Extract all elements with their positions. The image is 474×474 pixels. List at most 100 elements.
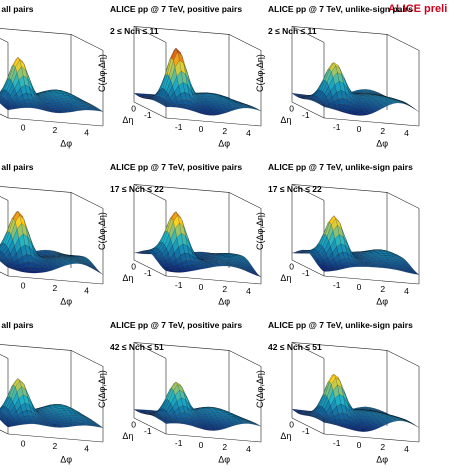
surface-cell xyxy=(0,250,1,252)
surface-cell xyxy=(411,422,418,427)
y-axis-label: Δη xyxy=(122,115,133,125)
y-axis-label: Δη xyxy=(122,273,133,283)
x-axis-label: Δφ xyxy=(376,454,388,464)
y-tick-label: 0 xyxy=(289,420,294,430)
surface-cell xyxy=(412,423,420,428)
surface-cell xyxy=(89,419,96,423)
panel-title: ALICE pp @ 7 TeV, positive pairs xyxy=(110,320,242,330)
surface-cell xyxy=(391,415,398,418)
surface-cell xyxy=(0,99,3,101)
panel-title: ALICE pp @ 7 TeV, unlike-sign pairs xyxy=(268,320,413,330)
surface-cell xyxy=(91,105,98,109)
x-tick-label: 2 xyxy=(53,441,58,451)
x-tick-label: 4 xyxy=(246,128,251,138)
y-tick-label: 0 xyxy=(131,420,136,430)
axis-frame-line xyxy=(386,350,420,442)
y-tick-label: -1 xyxy=(302,110,310,120)
correlation-surface-panel: ALICE pp @ 7 TeV, positive pairs 42 ≤ Nch… xyxy=(97,320,262,464)
x-tick-label: 2 xyxy=(53,125,58,135)
z-axis-label: C(Δφ,Δη) xyxy=(255,54,265,92)
x-tick-label: 2 xyxy=(380,442,385,452)
surface-cell xyxy=(249,105,256,109)
panel-title: ALICE pp @ 7 TeV, positive pairs xyxy=(110,4,242,14)
axis-frame-line xyxy=(7,117,104,127)
z-axis-label: C(Δφ,Δη) xyxy=(97,54,107,92)
x-axis-label: Δφ xyxy=(60,138,72,148)
axis-frame-line xyxy=(165,275,262,285)
axis-frame-line xyxy=(228,34,262,126)
surface-cell xyxy=(96,109,104,112)
x-tick-label: 2 xyxy=(222,442,227,452)
x-tick-label: -1 xyxy=(175,122,183,132)
y-tick-label: -1 xyxy=(144,110,152,120)
x-tick-label: 2 xyxy=(380,284,385,294)
axis-frame-line xyxy=(133,184,230,268)
axis-frame-line xyxy=(323,433,420,443)
x-tick-label: 4 xyxy=(246,286,251,296)
x-tick-label: 0 xyxy=(357,440,362,450)
axis-frame-line xyxy=(228,350,262,442)
axis-frame-line xyxy=(291,184,388,268)
z-axis-label: C(Δφ,Δη) xyxy=(255,212,265,250)
y-tick-label: 0 xyxy=(131,262,136,272)
surface-cell xyxy=(0,407,2,409)
x-tick-label: 2 xyxy=(222,284,227,294)
axis-frame-line xyxy=(165,117,262,127)
y-axis-label: Δη xyxy=(280,431,291,441)
x-tick-label: 0 xyxy=(21,438,26,448)
axis-frame-line xyxy=(0,28,72,110)
surface-cell xyxy=(412,272,420,275)
surface-cell xyxy=(94,424,102,427)
panel-subtitle: 42 ≤ Nch ≤ 51 xyxy=(110,342,164,352)
x-axis-label: Δφ xyxy=(218,296,230,306)
axis-frame-line xyxy=(291,26,325,43)
surface-cell xyxy=(305,94,313,97)
x-axis-label: Δφ xyxy=(60,454,72,464)
panel-title: ALICE pp @ 7 TeV, unlike-sign pairs xyxy=(268,4,413,14)
x-tick-label: 0 xyxy=(21,122,26,132)
surface-cell xyxy=(82,257,89,260)
axis-frame-line xyxy=(386,34,420,126)
surface-cell xyxy=(238,254,246,258)
x-tick-label: 4 xyxy=(84,444,89,454)
x-tick-label: 4 xyxy=(404,128,409,138)
surface-cell xyxy=(250,269,258,275)
y-axis-label: Δη xyxy=(280,273,291,283)
surface-cell xyxy=(89,104,96,108)
correlation-surface-panel: ALICE pp @ 7 TeV, unlike-sign pairs 2 ≤ N… xyxy=(255,4,420,148)
surface-cell xyxy=(389,414,396,417)
x-tick-label: 2 xyxy=(53,283,58,293)
surface-cell xyxy=(0,411,1,412)
x-tick-label: 4 xyxy=(84,286,89,296)
y-tick-label: 0 xyxy=(289,262,294,272)
axis-frame-line xyxy=(0,429,9,435)
surface-cell xyxy=(254,423,262,427)
x-tick-label: -1 xyxy=(175,280,183,290)
axis-frame-line xyxy=(228,192,262,284)
x-tick-label: 0 xyxy=(199,282,204,292)
panel-subtitle: 17 ≤ Nch ≤ 22 xyxy=(268,184,322,194)
x-tick-label: 0 xyxy=(199,440,204,450)
axis-frame-line xyxy=(0,38,9,43)
axis-frame-line xyxy=(0,113,9,119)
axis-frame-line xyxy=(0,344,72,426)
axis-frame-line xyxy=(133,259,167,277)
y-tick-label: -1 xyxy=(302,426,310,436)
x-tick-label: -1 xyxy=(333,438,341,448)
x-axis-label: Δφ xyxy=(376,138,388,148)
x-axis-label: Δφ xyxy=(218,454,230,464)
surface-cell xyxy=(405,263,413,268)
z-axis-label: C(Δφ,Δη) xyxy=(97,370,107,408)
x-tick-label: 0 xyxy=(21,280,26,290)
correlation-surface-panel: ALICE pp @ 7 TeV, positive pairs 17 ≤ Nch… xyxy=(97,162,262,306)
panel-title: ALICE pp @ 7 TeV, unlike-sign pairs xyxy=(268,162,413,172)
x-tick-label: 4 xyxy=(84,128,89,138)
axis-frame-line xyxy=(0,196,9,201)
surface-cell xyxy=(93,422,100,426)
axis-frame-line xyxy=(133,417,167,435)
axis-frame-line xyxy=(133,26,230,110)
